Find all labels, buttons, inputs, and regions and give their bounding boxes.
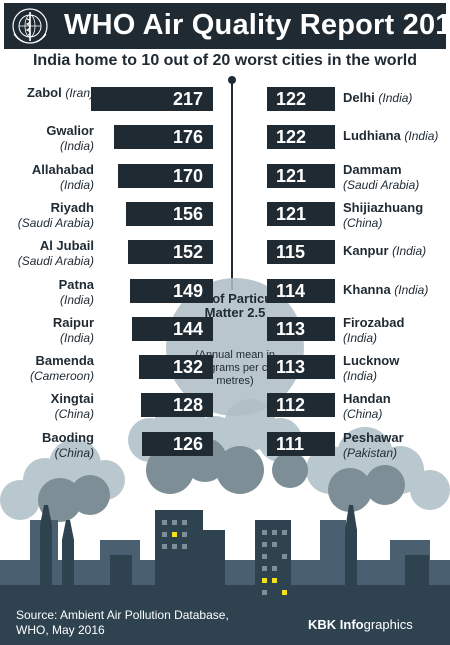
city-country: (China) bbox=[54, 445, 94, 460]
city-label-left-3: Riyadh (Saudi Arabia) bbox=[2, 200, 94, 231]
bar-left-1: 176 bbox=[114, 125, 213, 150]
city-label-right-2: Dammam (Saudi Arabia) bbox=[343, 162, 419, 193]
bar-right-6: 113 bbox=[267, 316, 335, 341]
city-label-left-9: Baoding (China) bbox=[2, 430, 94, 461]
bar-left-5: 149 bbox=[130, 278, 213, 303]
city-label-right-9: Peshawar (Pakistan) bbox=[343, 430, 404, 461]
credit-rest: graphics bbox=[363, 617, 413, 632]
center-divider-line bbox=[231, 80, 233, 290]
city-country: (India) bbox=[404, 129, 439, 144]
city-country: (China) bbox=[54, 407, 94, 422]
city-label-right-7: Lucknow (India) bbox=[343, 353, 399, 384]
city-name: Khanna bbox=[343, 281, 395, 297]
city-name: Baoding bbox=[42, 429, 94, 445]
city-label-left-6: Raipur (India) bbox=[2, 315, 94, 346]
city-label-right-5: Khanna (India) bbox=[343, 282, 428, 298]
city-label-right-8: Handan (China) bbox=[343, 391, 391, 422]
city-name: Firozabad bbox=[343, 314, 405, 330]
city-country: (Cameroon) bbox=[29, 369, 94, 384]
city-country: (India) bbox=[59, 139, 94, 154]
bar-right-1: 122 bbox=[267, 125, 335, 150]
city-label-right-4: Kanpur (India) bbox=[343, 243, 426, 259]
city-label-left-5: Patna (India) bbox=[2, 277, 94, 308]
city-label-right-3: Shijiazhuang (China) bbox=[343, 200, 423, 231]
bar-left-8: 128 bbox=[141, 393, 213, 418]
bar-left-4: 152 bbox=[128, 240, 213, 265]
city-name: Zabol bbox=[27, 85, 66, 100]
city-name: Lucknow bbox=[343, 353, 400, 369]
bar-right-5: 114 bbox=[267, 278, 335, 303]
city-country: (Saudi Arabia) bbox=[343, 177, 420, 192]
city-country: (India) bbox=[59, 177, 94, 192]
city-name: Bamenda bbox=[35, 353, 94, 369]
city-name: Handan bbox=[343, 391, 391, 407]
bar-right-4: 115 bbox=[267, 240, 335, 265]
city-country: (India) bbox=[343, 369, 378, 384]
bar-right-7: 113 bbox=[267, 355, 335, 380]
city-country: (India) bbox=[394, 282, 429, 297]
city-country: (Pakistan) bbox=[343, 445, 398, 460]
city-name: Al Jubail bbox=[39, 238, 94, 254]
city-label-left-2: Allahabad (India) bbox=[2, 162, 94, 193]
bar-right-8: 112 bbox=[267, 393, 335, 418]
bar-left-9: 126 bbox=[142, 431, 213, 456]
city-label-left-8: Xingtai (China) bbox=[2, 391, 94, 422]
city-country: (Saudi Arabia) bbox=[17, 215, 94, 230]
bar-left-6: 144 bbox=[132, 316, 213, 341]
bar-left-3: 156 bbox=[126, 201, 213, 226]
city-name: Dammam bbox=[343, 161, 402, 177]
city-label-left-7: Bamenda (Cameroon) bbox=[2, 353, 94, 384]
city-name: Raipur bbox=[52, 314, 94, 330]
city-name: Riyadh bbox=[50, 199, 94, 215]
city-name: Gwalior bbox=[46, 123, 94, 139]
bar-right-2: 121 bbox=[267, 163, 335, 188]
city-country: (China) bbox=[343, 215, 383, 230]
source-line-2: WHO, May 2016 bbox=[16, 623, 105, 637]
city-country: (India) bbox=[59, 330, 94, 345]
city-name: Ludhiana bbox=[343, 128, 405, 144]
credit-label: KBK Infographics bbox=[308, 617, 413, 632]
city-name: Allahabad bbox=[31, 161, 94, 177]
city-label-right-6: Firozabad (India) bbox=[343, 315, 404, 346]
bar-left-0: 217 bbox=[91, 87, 213, 111]
city-label-left-1: Gwalior (India) bbox=[2, 123, 94, 154]
credit-bold: KBK Info bbox=[308, 617, 364, 632]
city-name: Xingtai bbox=[50, 391, 94, 407]
bar-left-2: 170 bbox=[118, 163, 213, 188]
city-name: Shijiazhuang bbox=[343, 199, 424, 215]
bar-right-9: 111 bbox=[267, 431, 335, 456]
city-name: Patna bbox=[58, 276, 94, 292]
city-label-right-0: Delhi (India) bbox=[343, 90, 412, 106]
city-name: Delhi bbox=[343, 90, 379, 105]
header-banner: WHO Air Quality Report 2016 bbox=[4, 3, 450, 49]
city-country: (Iran) bbox=[65, 86, 94, 100]
city-country: (China) bbox=[343, 407, 383, 422]
page-title: WHO Air Quality Report 2016 bbox=[64, 9, 450, 41]
who-emblem-icon bbox=[12, 8, 48, 44]
page-subtitle: India home to 10 out of 20 worst cities … bbox=[32, 52, 418, 69]
bar-right-3: 121 bbox=[267, 201, 335, 226]
city-country: (India) bbox=[343, 330, 378, 345]
city-country: (Saudi Arabia) bbox=[17, 254, 94, 269]
center-divider-dot bbox=[228, 76, 236, 84]
city-country: (India) bbox=[392, 244, 427, 259]
city-label-left-0: Zabol (Iran) bbox=[2, 85, 94, 101]
city-label-right-1: Ludhiana (India) bbox=[343, 128, 438, 144]
bar-left-7: 132 bbox=[139, 355, 213, 380]
city-name: Peshawar bbox=[343, 429, 404, 445]
city-country: (India) bbox=[59, 292, 94, 307]
city-name: Kanpur bbox=[343, 243, 393, 259]
city-country: (India) bbox=[378, 91, 413, 105]
city-label-left-4: Al Jubail (Saudi Arabia) bbox=[2, 238, 94, 269]
bar-right-0: 122 bbox=[267, 87, 335, 111]
source-note: Source: Ambient Air Pollution Database, … bbox=[16, 608, 229, 638]
source-line-1: Source: Ambient Air Pollution Database, bbox=[16, 608, 229, 622]
